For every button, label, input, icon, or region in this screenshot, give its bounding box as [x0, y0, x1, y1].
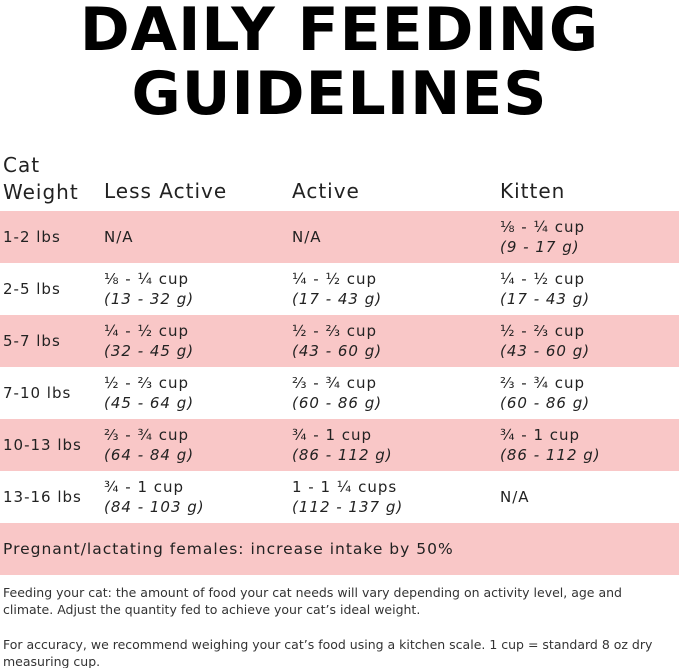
amount-cell: ⅛ - ¼ cup (13 - 32 g) — [104, 263, 194, 315]
grams: (43 - 60 g) — [292, 342, 383, 360]
amount: N/A — [500, 488, 530, 506]
weight-cell: 5-7 lbs — [3, 315, 61, 367]
amount: ½ - ⅔ cup — [292, 322, 378, 340]
grams: (60 - 86 g) — [292, 394, 383, 412]
amount-cell: ⅔ - ¾ cup (60 - 86 g) — [292, 367, 382, 419]
amount: ⅔ - ¾ cup — [500, 374, 586, 392]
grams: (64 - 84 g) — [104, 446, 195, 464]
weight-cell: 1-2 lbs — [3, 211, 61, 263]
grams: (32 - 45 g) — [104, 342, 195, 360]
amount-cell: N/A — [104, 211, 134, 263]
weight: 13-16 lbs — [3, 488, 82, 506]
amount: ¼ - ½ cup — [292, 270, 378, 288]
amount-cell: N/A — [292, 211, 322, 263]
amount: ⅛ - ¼ cup — [500, 218, 586, 236]
amount-cell: ¼ - ½ cup (32 - 45 g) — [104, 315, 194, 367]
amount-cell: ⅔ - ¾ cup (60 - 86 g) — [500, 367, 590, 419]
column-header: Less Active — [104, 179, 228, 203]
grams: (17 - 43 g) — [292, 290, 383, 308]
amount-cell: ¼ - ½ cup (17 - 43 g) — [500, 263, 590, 315]
amount-cell: ¾ - 1 cup (86 - 112 g) — [292, 419, 393, 471]
amount: 1 - 1 ¼ cups — [292, 478, 398, 496]
table-row: 5-7 lbs ¼ - ½ cup (32 - 45 g) ½ - ⅔ cup (43 … — [0, 315, 679, 367]
grams: (112 - 137 g) — [292, 498, 404, 516]
amount-cell: ¾ - 1 cup (84 - 103 g) — [104, 471, 205, 523]
table-row: 13-16 lbs ¾ - 1 cup (84 - 103 g) 1 - 1 ¼ cu… — [0, 471, 679, 523]
grams: (13 - 32 g) — [104, 290, 195, 308]
weight: 5-7 lbs — [3, 332, 61, 350]
weight-cell: 10-13 lbs — [3, 419, 82, 471]
note: Feeding your cat: the amount of food you… — [3, 585, 622, 617]
column-header: Active — [292, 179, 360, 203]
weight: 7-10 lbs — [3, 384, 72, 402]
column-header: Cat Weight — [3, 153, 79, 204]
weight: 10-13 lbs — [3, 436, 82, 454]
footer-text: Pregnant/lactating females: increase int… — [3, 540, 454, 558]
amount-cell: ⅛ - ¼ cup (9 - 17 g) — [500, 211, 585, 263]
weight: 2-5 lbs — [3, 280, 61, 298]
grams: (86 - 112 g) — [292, 446, 393, 464]
grams: (9 - 17 g) — [500, 238, 580, 256]
amount: ⅛ - ¼ cup — [104, 270, 190, 288]
table-row: 7-10 lbs ½ - ⅔ cup (45 - 64 g) ⅔ - ¾ cup (60… — [0, 367, 679, 419]
title: GUIDELINES — [131, 59, 548, 129]
amount: ¾ - 1 cup — [500, 426, 581, 444]
amount-cell: ¾ - 1 cup (86 - 112 g) — [500, 419, 601, 471]
grams: (17 - 43 g) — [500, 290, 591, 308]
amount: ¼ - ½ cup — [500, 270, 586, 288]
grams: (84 - 103 g) — [104, 498, 205, 516]
amount: ⅔ - ¾ cup — [292, 374, 378, 392]
table-row: 2-5 lbs ⅛ - ¼ cup (13 - 32 g) ¼ - ½ cup (17 … — [0, 263, 679, 315]
amount-cell: ¼ - ½ cup (17 - 43 g) — [292, 263, 382, 315]
amount-cell: ½ - ⅔ cup (43 - 60 g) — [292, 315, 382, 367]
grams: (60 - 86 g) — [500, 394, 591, 412]
amount: ½ - ⅔ cup — [500, 322, 586, 340]
amount-cell: 1 - 1 ¼ cups (112 - 137 g) — [292, 471, 403, 523]
amount: ¾ - 1 cup — [104, 478, 185, 496]
amount: ⅔ - ¾ cup — [104, 426, 190, 444]
amount: ¾ - 1 cup — [292, 426, 373, 444]
weight: 1-2 lbs — [3, 228, 61, 246]
amount-cell: ½ - ⅔ cup (45 - 64 g) — [104, 367, 194, 419]
weight-cell: 13-16 lbs — [3, 471, 82, 523]
note: For accuracy, we recommend weighing your… — [3, 637, 653, 668]
title: DAILY FEEDING — [79, 0, 600, 65]
amount-cell: ⅔ - ¾ cup (64 - 84 g) — [104, 419, 194, 471]
grams: (43 - 60 g) — [500, 342, 591, 360]
amount: N/A — [292, 228, 322, 246]
amount: ¼ - ½ cup — [104, 322, 190, 340]
amount-cell: N/A — [500, 471, 530, 523]
grams: (45 - 64 g) — [104, 394, 195, 412]
amount: N/A — [104, 228, 134, 246]
footer-row: Pregnant/lactating females: increase int… — [0, 523, 679, 575]
amount-cell: ½ - ⅔ cup (43 - 60 g) — [500, 315, 590, 367]
table-row: 1-2 lbs N/A N/A ⅛ - ¼ cup (9 - 17 g) — [0, 211, 679, 263]
weight-cell: 2-5 lbs — [3, 263, 61, 315]
amount: ½ - ⅔ cup — [104, 374, 190, 392]
table-row: 10-13 lbs ⅔ - ¾ cup (64 - 84 g) ¾ - 1 cup (8… — [0, 419, 679, 471]
column-header: Kitten — [500, 179, 566, 203]
weight-cell: 7-10 lbs — [3, 367, 71, 419]
grams: (86 - 112 g) — [500, 446, 601, 464]
